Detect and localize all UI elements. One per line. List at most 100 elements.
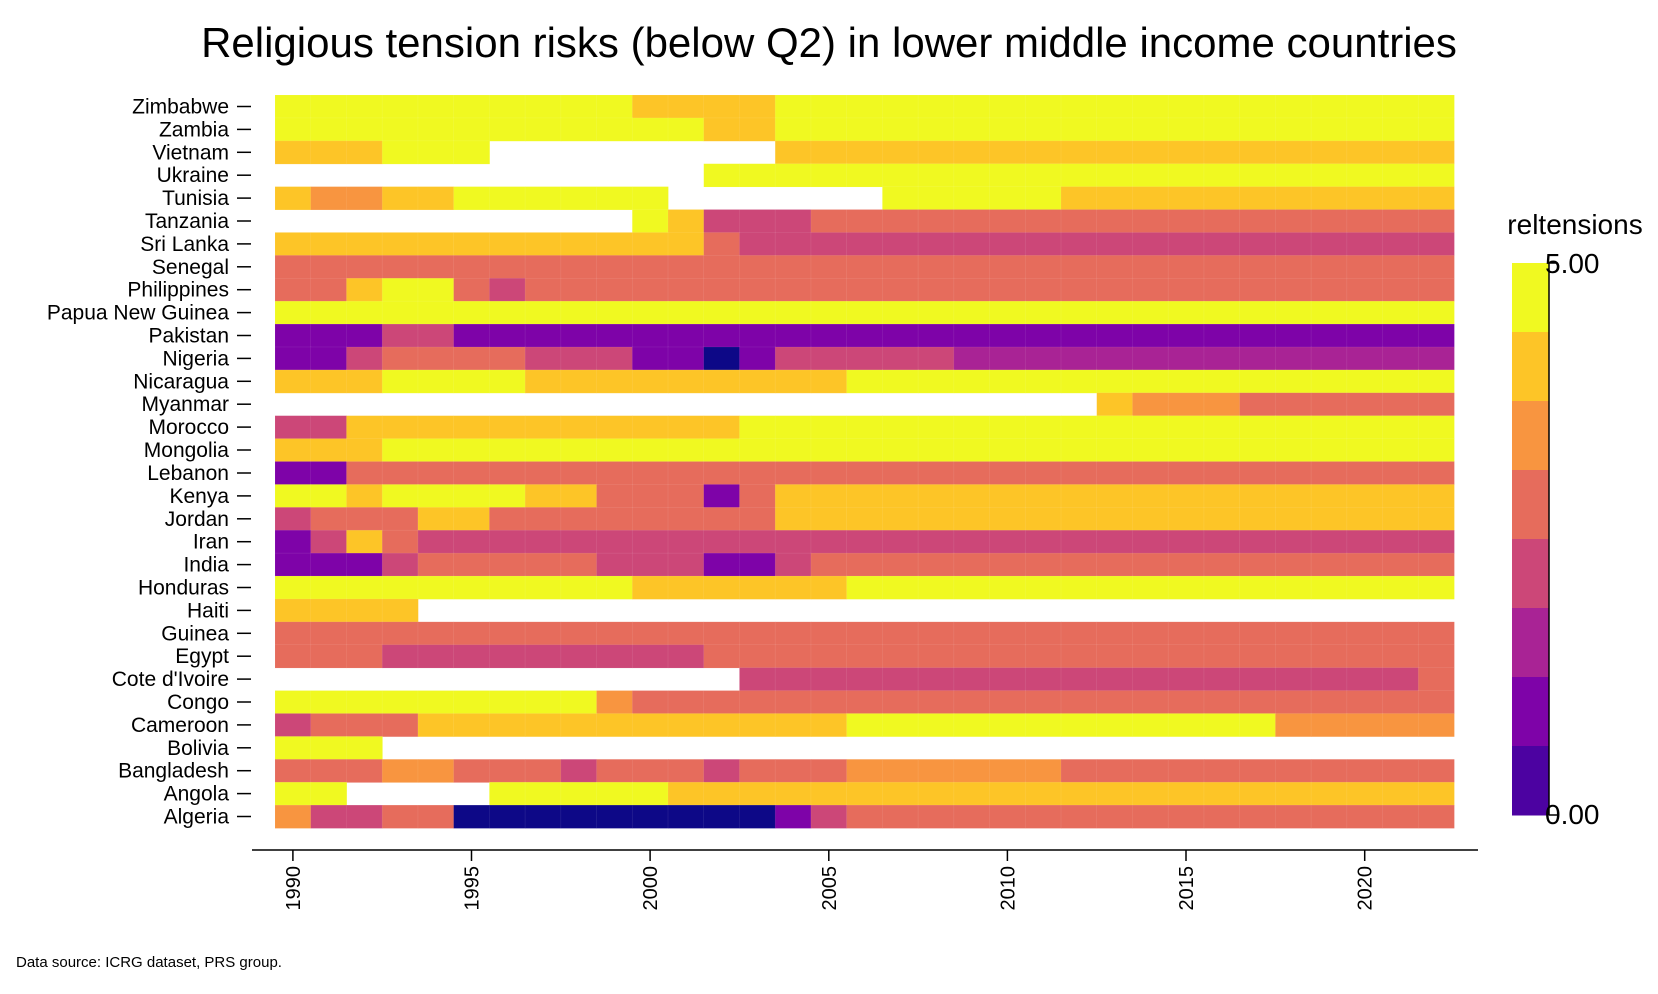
- heatmap-cell: [1417, 438, 1455, 463]
- heatmap-cell: [274, 575, 312, 600]
- heatmap-cell: [453, 804, 491, 829]
- heatmap-cell: [1239, 781, 1277, 806]
- heatmap-cell: [381, 575, 419, 600]
- heatmap-cell: [524, 346, 562, 371]
- heatmap-cell: [274, 644, 312, 669]
- heatmap-cell: [524, 713, 562, 738]
- heatmap-cell: [1382, 255, 1419, 279]
- heatmap-cell: [810, 346, 848, 371]
- heatmap-cell: [953, 415, 991, 440]
- heatmap-cell: [381, 644, 419, 669]
- heatmap-cell: [703, 323, 741, 348]
- heatmap-cell: [1024, 690, 1062, 715]
- heatmap-cell: [1132, 277, 1169, 302]
- heatmap-cell: [989, 529, 1026, 554]
- heatmap-cell: [917, 94, 955, 119]
- heatmap-cell: [953, 277, 991, 302]
- heatmap-cell: [1239, 163, 1277, 188]
- heatmap-cell: [1132, 529, 1169, 554]
- heatmap-cell: [1239, 209, 1277, 234]
- heatmap-cell: [989, 415, 1026, 440]
- y-tick-label: Haiti: [187, 599, 229, 622]
- x-tick-label: 2000: [640, 866, 662, 911]
- heatmap-cell: [1346, 644, 1384, 669]
- heatmap-cell: [1417, 713, 1455, 738]
- heatmap-cell: [1346, 621, 1384, 646]
- heatmap-cell: [310, 575, 348, 600]
- legend-swatch: [1512, 332, 1549, 402]
- y-tick-label: Morocco: [148, 416, 229, 439]
- heatmap-cell: [1239, 667, 1277, 692]
- heatmap-cell: [667, 369, 705, 394]
- heatmap-cell: [1132, 575, 1169, 600]
- heatmap-cell: [1275, 713, 1312, 738]
- heatmap-cell: [1382, 758, 1419, 783]
- heatmap-cell: [381, 690, 419, 715]
- heatmap-cell: [310, 117, 348, 142]
- heatmap-cell: [1417, 255, 1455, 279]
- heatmap-cell: [882, 232, 919, 257]
- heatmap-cell: [1275, 163, 1312, 188]
- heatmap-cell: [596, 781, 633, 806]
- heatmap-cell: [489, 644, 526, 669]
- heatmap-cell: [1310, 415, 1348, 440]
- heatmap-cell: [703, 232, 741, 257]
- heatmap-cell: [703, 484, 741, 509]
- heatmap-cell: [1060, 415, 1098, 440]
- heatmap-cell: [1167, 140, 1205, 165]
- heatmap-cell: [703, 117, 741, 142]
- heatmap-cell: [1132, 163, 1169, 188]
- heatmap-cell: [1060, 117, 1098, 142]
- heatmap-cell: [1239, 323, 1277, 348]
- heatmap-cell: [274, 255, 312, 279]
- heatmap-cell: [310, 736, 348, 760]
- heatmap-cell: [346, 461, 383, 486]
- heatmap-cell: [739, 369, 776, 394]
- heatmap-cell: [810, 323, 848, 348]
- heatmap-cell: [417, 117, 455, 142]
- heatmap-cell: [274, 552, 312, 577]
- heatmap-cell: [882, 461, 919, 486]
- heatmap-cell: [560, 277, 598, 302]
- heatmap-cell: [560, 507, 598, 531]
- heatmap-cell: [1346, 415, 1384, 440]
- heatmap-cell: [524, 575, 562, 600]
- heatmap-cell: [1024, 94, 1062, 119]
- heatmap-cell: [810, 232, 848, 257]
- heatmap-cell: [453, 552, 491, 577]
- heatmap-cell: [953, 529, 991, 554]
- heatmap-cell: [1096, 621, 1134, 646]
- heatmap-cell: [560, 232, 598, 257]
- heatmap-cell: [989, 438, 1026, 463]
- heatmap-cell: [1024, 323, 1062, 348]
- heatmap-cell: [917, 209, 955, 234]
- heatmap-cell: [1239, 575, 1277, 600]
- heatmap-cell: [489, 507, 526, 531]
- heatmap-cell: [381, 484, 419, 509]
- heatmap-cell: [953, 300, 991, 325]
- heatmap-cell: [1132, 484, 1169, 509]
- heatmap-cell: [667, 713, 705, 738]
- heatmap-cell: [1382, 804, 1419, 829]
- heatmap-cell: [274, 529, 312, 554]
- heatmap-cell: [417, 346, 455, 371]
- heatmap-cell: [1382, 667, 1419, 692]
- heatmap-cell: [453, 369, 491, 394]
- heatmap-cell: [1310, 484, 1348, 509]
- heatmap-cell: [417, 552, 455, 577]
- heatmap-cell: [917, 300, 955, 325]
- heatmap-cell: [1132, 713, 1169, 738]
- heatmap-cell: [1239, 232, 1277, 257]
- heatmap-cell: [1060, 529, 1098, 554]
- heatmap-cell: [1203, 438, 1241, 463]
- heatmap-cell: [453, 484, 491, 509]
- heatmap-cell: [774, 507, 812, 531]
- heatmap-cell: [667, 461, 705, 486]
- heatmap-cell: [310, 552, 348, 577]
- heatmap-cell: [882, 300, 919, 325]
- heatmap-cell: [524, 186, 562, 211]
- heatmap-cell: [596, 323, 633, 348]
- heatmap-cell: [1346, 438, 1384, 463]
- heatmap-cell: [1346, 713, 1384, 738]
- heatmap-cell: [703, 277, 741, 302]
